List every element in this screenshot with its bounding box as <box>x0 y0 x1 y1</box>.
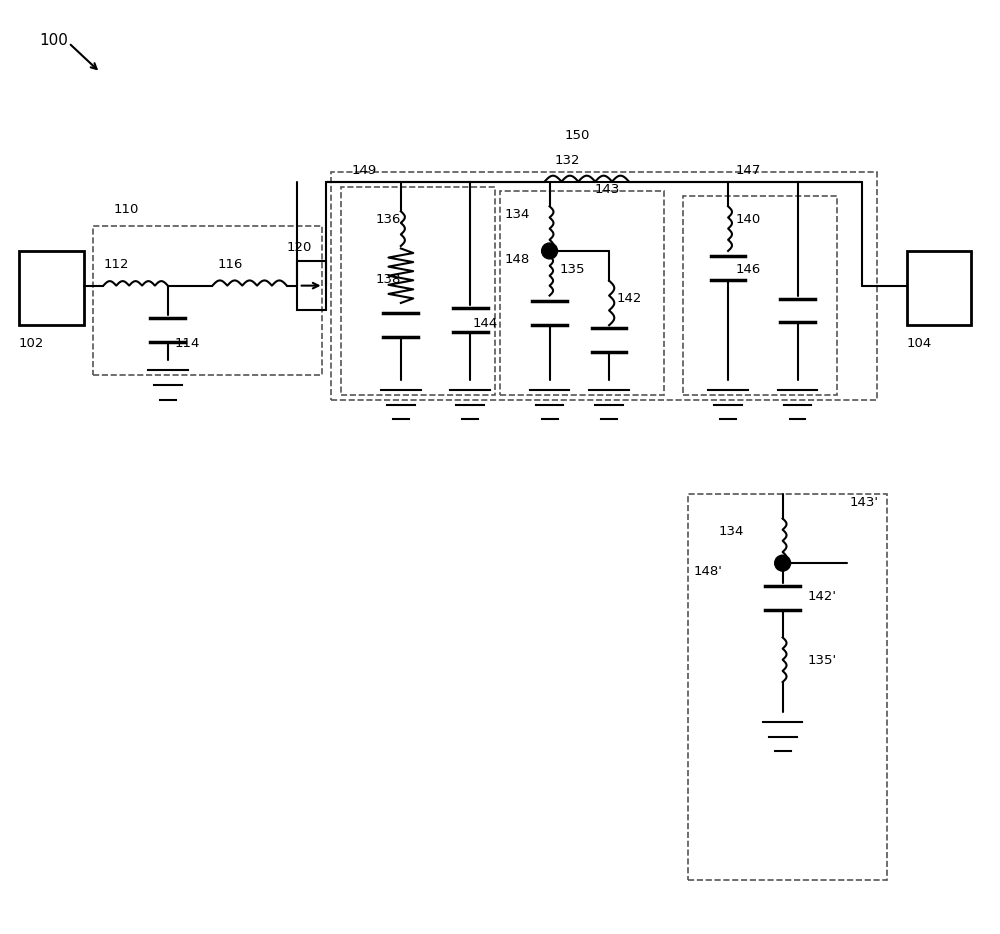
Bar <box>331 172 877 400</box>
Text: 112: 112 <box>103 258 129 271</box>
Text: 143: 143 <box>594 183 620 196</box>
Bar <box>297 261 326 310</box>
Text: 110: 110 <box>113 204 139 217</box>
Bar <box>907 251 971 325</box>
Bar <box>500 191 664 395</box>
Text: 120: 120 <box>287 241 312 254</box>
Text: 150: 150 <box>564 129 590 142</box>
Text: 116: 116 <box>217 258 243 271</box>
Text: 142': 142' <box>807 589 836 602</box>
Text: 142: 142 <box>617 292 642 305</box>
Text: 143': 143' <box>849 496 878 509</box>
Bar <box>683 196 837 395</box>
Text: 135': 135' <box>807 654 837 667</box>
Text: 135: 135 <box>560 262 585 276</box>
Text: 148': 148' <box>693 565 722 578</box>
Circle shape <box>542 243 558 259</box>
Text: 136: 136 <box>376 213 401 226</box>
Text: 104: 104 <box>907 337 932 350</box>
Text: 100: 100 <box>39 33 68 48</box>
Text: 114: 114 <box>175 337 200 350</box>
Circle shape <box>775 555 791 571</box>
Text: 148: 148 <box>505 253 530 266</box>
Text: 149: 149 <box>351 163 377 177</box>
Text: 140: 140 <box>736 213 761 226</box>
Text: 146: 146 <box>736 262 761 276</box>
Text: 144: 144 <box>472 318 497 331</box>
Bar <box>341 187 495 395</box>
Text: 132: 132 <box>555 154 580 166</box>
Bar <box>688 494 887 880</box>
Text: 134: 134 <box>718 525 744 538</box>
Bar <box>93 226 322 375</box>
Text: 138: 138 <box>376 273 401 286</box>
Bar <box>19 251 84 325</box>
Text: 147: 147 <box>736 163 761 177</box>
Text: 102: 102 <box>19 337 44 350</box>
Text: 134: 134 <box>505 208 530 221</box>
